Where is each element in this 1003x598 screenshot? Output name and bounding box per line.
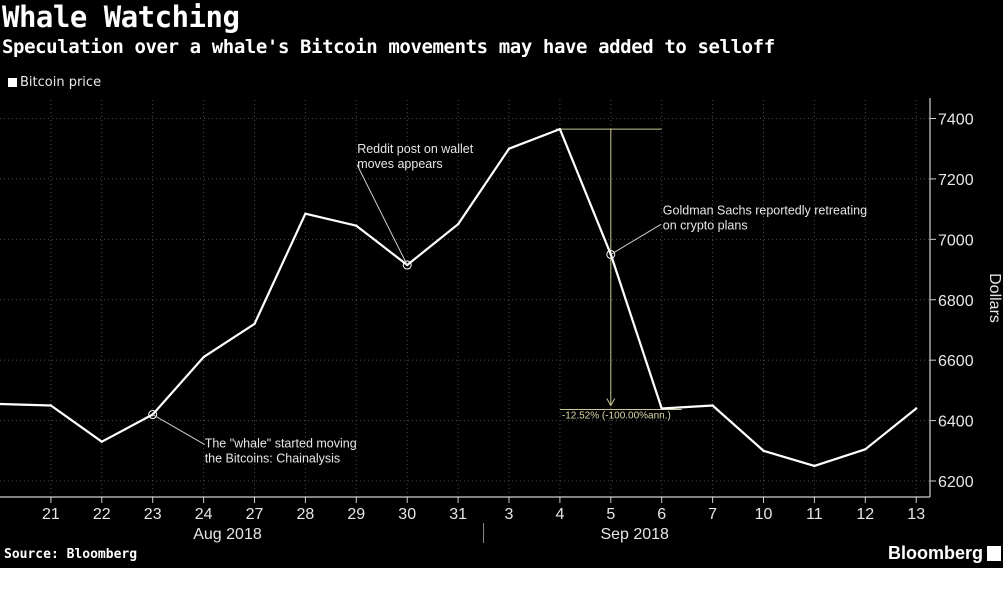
- x-tick-label: 29: [347, 506, 365, 523]
- y-tick-label: 6800: [938, 293, 974, 310]
- data-point: [253, 322, 256, 326]
- x-tick-label: 24: [195, 506, 213, 523]
- line-chart: -12.52% (-100.00%ann.) The "whale" start…: [0, 98, 1003, 544]
- data-point: [762, 449, 765, 452]
- legend: Bitcoin price: [8, 75, 101, 90]
- x-tick-label: 6: [657, 506, 666, 523]
- x-tick-label: 21: [42, 506, 60, 523]
- annotation-text: Goldman Sachs reportedly retreating: [663, 203, 867, 217]
- annotation-text: Reddit post on wallet: [357, 142, 474, 156]
- annotation-marker: [148, 410, 158, 420]
- y-tick-label: 6200: [938, 474, 974, 491]
- data-point: [304, 212, 307, 215]
- x-tick-label: 5: [606, 506, 615, 523]
- annotation-text: on crypto plans: [663, 218, 748, 232]
- measure-arrow-icon: [606, 398, 616, 407]
- source-note: Source: Bloomberg: [4, 547, 138, 562]
- data-point: [507, 147, 511, 150]
- legend-label: Bitcoin price: [20, 75, 102, 90]
- data-point: [711, 404, 714, 407]
- x-tick-label: 28: [297, 506, 315, 523]
- x-tick-label: 22: [93, 506, 111, 523]
- y-tick-label: 6600: [938, 353, 974, 370]
- month-label: Aug 2018: [193, 526, 262, 543]
- measure-label: -12.52% (-100.00%ann.): [562, 411, 671, 422]
- x-tick-label: 23: [144, 506, 162, 523]
- annotation-leader: [152, 414, 205, 445]
- brand-mark-icon: [987, 546, 1001, 561]
- annotation-text: the Bitcoins: Chainalysis: [205, 452, 340, 466]
- x-tick-label: 3: [505, 506, 514, 523]
- series-line-bitcoin-price: [0, 128, 917, 467]
- data-point: [0, 402, 2, 406]
- x-tick-label: 31: [449, 506, 467, 523]
- x-tick-label: 13: [907, 506, 925, 523]
- x-tick-label: 30: [398, 506, 416, 523]
- y-tick-label: 7400: [938, 112, 974, 129]
- x-tick-label: 7: [708, 506, 717, 523]
- data-point: [100, 440, 104, 443]
- axes: [0, 98, 936, 543]
- data-point: [49, 404, 53, 407]
- legend-swatch: [8, 78, 17, 87]
- annotation-text: The "whale" started moving: [205, 437, 357, 451]
- data-point: [660, 407, 663, 410]
- annotation-leader: [610, 224, 662, 255]
- data-point: [864, 448, 867, 451]
- measure-tool: -12.52% (-100.00%ann.): [555, 128, 682, 422]
- x-tick-label: 11: [806, 506, 823, 523]
- annotation-leader: [356, 164, 408, 266]
- annotation-marker: [402, 260, 412, 270]
- y-tick-label: 7000: [938, 232, 974, 249]
- x-tick-label: 27: [246, 506, 264, 523]
- annotation-text: moves appears: [357, 157, 442, 171]
- x-tick-label: 12: [856, 506, 874, 523]
- x-tick-label: 10: [755, 506, 773, 523]
- y-axis-label: Dollars: [986, 273, 1003, 323]
- data-point: [456, 223, 460, 226]
- chart-title: Whale Watching: [2, 0, 240, 34]
- data-point: [813, 464, 816, 468]
- brand-name: Bloomberg: [887, 543, 983, 563]
- chart-frame: -12.52% (-100.00%ann.) The "whale" start…: [0, 0, 1003, 568]
- brand-logo: Bloomberg: [888, 543, 1001, 564]
- data-point: [915, 407, 918, 410]
- month-label: Sep 2018: [600, 526, 669, 543]
- y-tick-label: 7200: [938, 172, 974, 189]
- gridlines: [0, 100, 930, 497]
- data-point: [202, 355, 205, 359]
- axis-labels: 6200 6400 6600 6800 7000 7200 7400 21 22 23 24 27 28…: [42, 112, 1003, 544]
- annotation-marker: [606, 249, 616, 259]
- chart-subtitle: Speculation over a whale's Bitcoin movem…: [2, 36, 775, 58]
- series-layer: [0, 127, 918, 468]
- data-point: [558, 127, 562, 131]
- x-tick-label: 4: [555, 506, 564, 523]
- y-tick-label: 6400: [938, 414, 974, 431]
- data-point: [355, 224, 358, 227]
